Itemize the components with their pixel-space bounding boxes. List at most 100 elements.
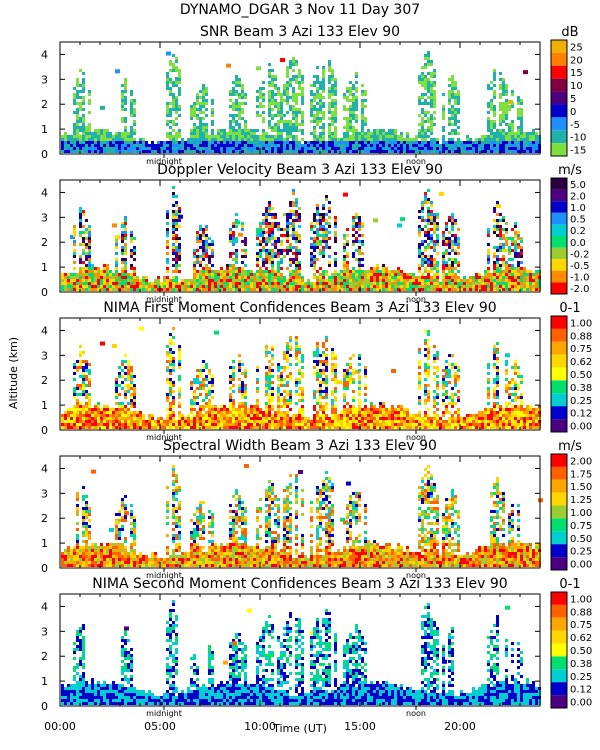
colorbar-swatch: [551, 630, 567, 644]
y-tick-label: 3: [41, 625, 48, 638]
colorbar-label: 0.12: [570, 685, 592, 696]
y-tick-label: 0: [41, 562, 48, 575]
y-tick-label: 0: [41, 286, 48, 299]
colorbar-swatch: [551, 479, 567, 493]
colorbar-label: 0.50: [570, 534, 592, 545]
y-tick-label: 0: [41, 148, 48, 161]
y-tick-label: 2: [41, 374, 48, 387]
y-tick-label: 2: [41, 236, 48, 249]
colorbar-label: 0.75: [570, 344, 592, 355]
colorbar-label: 0.2: [570, 226, 586, 237]
marker-noon: noon: [406, 433, 426, 442]
colorbar-label: -1.0: [570, 273, 590, 284]
y-tick-label: 3: [41, 73, 48, 86]
y-tick-label: 3: [41, 487, 48, 500]
colorbar-swatch: [551, 354, 567, 368]
colorbar-label: 2.00: [570, 456, 592, 467]
colorbar-swatch: [551, 40, 567, 53]
colorbar-label: 0.00: [570, 422, 592, 433]
heatmap-field: [61, 600, 541, 705]
colorbar-label: 1.00: [570, 318, 592, 329]
marker-noon: noon: [406, 709, 426, 718]
colorbar-swatch: [551, 604, 567, 618]
marker-midnight: midnight: [146, 571, 182, 580]
colorbar-swatch: [551, 178, 567, 190]
colorbar-swatch: [551, 492, 567, 506]
colorbar-label: 0.0: [570, 238, 586, 249]
x-tick-label: 10:00: [244, 720, 276, 733]
panel-title: NIMA Second Moment Confidences Beam 3 Az…: [92, 576, 507, 592]
colorbar-label: 0.88: [570, 607, 592, 618]
colorbar-label: -15: [570, 146, 586, 157]
marker-midnight: midnight: [146, 157, 182, 166]
colorbar-label: 1.25: [570, 495, 592, 506]
colorbar-label: 0.38: [570, 383, 592, 394]
colorbar-swatch: [551, 130, 567, 144]
heatmap-field: [61, 186, 541, 291]
colorbar-unit: 0-1: [559, 301, 580, 316]
colorbar-label: -0.5: [570, 261, 590, 272]
colorbar-swatch: [551, 557, 567, 570]
colorbar-swatch: [551, 247, 567, 260]
y-tick-label: 4: [41, 462, 48, 475]
panel-2: Doppler Velocity Beam 3 Azi 133 Elev 90 m…: [41, 162, 590, 304]
colorbar-swatch: [551, 643, 567, 657]
marker-noon: noon: [406, 571, 426, 580]
colorbar-swatch: [551, 367, 567, 381]
y-tick-label: 1: [41, 261, 48, 274]
x-axis-label: Time (UT): [272, 722, 327, 735]
colorbar-label: 0.62: [570, 357, 592, 368]
y-tick-label: 4: [41, 186, 48, 199]
colorbar-swatch: [551, 656, 567, 670]
marker-midnight: midnight: [146, 295, 182, 304]
colorbar-label: 5.0: [570, 180, 586, 191]
x-tick-label: 05:00: [144, 720, 176, 733]
colorbar-swatch: [551, 454, 567, 467]
x-tick-label: 00:00: [44, 720, 76, 733]
colorbar-label: 0.12: [570, 409, 592, 420]
y-tick-label: 0: [41, 424, 48, 437]
colorbar-label: 0.5: [570, 215, 586, 226]
colorbar-label: 0.50: [570, 370, 592, 381]
y-tick-label: 4: [41, 600, 48, 613]
panel-title: Spectral Width Beam 3 Azi 133 Elev 90: [163, 438, 437, 454]
colorbar-swatch: [551, 669, 567, 683]
colorbar-label: -2.0: [570, 284, 590, 295]
colorbar-swatch: [551, 270, 567, 283]
colorbar-swatch: [551, 52, 567, 66]
heatmap-field: [61, 464, 543, 567]
colorbar-label: 10: [570, 81, 583, 92]
colorbar-label: 20: [570, 55, 583, 66]
x-tick-label: 15:00: [344, 720, 376, 733]
colorbar-label: 25: [570, 42, 583, 53]
figure-title: DYNAMO_DGAR 3 Nov 11 Day 307: [180, 2, 420, 18]
y-tick-label: 1: [41, 399, 48, 412]
colorbar-swatch: [551, 91, 567, 105]
colorbar-swatch: [551, 380, 567, 394]
colorbar-label: 0.88: [570, 331, 592, 342]
panel-title: Doppler Velocity Beam 3 Azi 133 Elev 90: [157, 162, 443, 178]
panels: SNR Beam 3 Azi 133 Elev 90 dB 0 1 2 3 4 midnigh…: [41, 24, 592, 718]
colorbar-swatch: [551, 531, 567, 545]
colorbar-label: 0.62: [570, 633, 592, 644]
marker-noon: noon: [406, 295, 426, 304]
y-tick-label: 2: [41, 98, 48, 111]
colorbar-label: -0.2: [570, 249, 590, 260]
colorbar-swatch: [551, 201, 567, 213]
colorbar-label: 5: [570, 94, 576, 105]
colorbar-label: 1.50: [570, 482, 592, 493]
colorbar-swatch: [551, 466, 567, 480]
colorbar-label: 0.25: [570, 547, 592, 558]
panel-title: NIMA First Moment Confidences Beam 3 Azi…: [103, 300, 496, 316]
colorbar-swatch: [551, 117, 567, 131]
colorbar-label: -5: [570, 120, 580, 131]
colorbar-swatch: [551, 592, 567, 605]
colorbar-swatch: [551, 682, 567, 696]
colorbar-label: 0.25: [570, 396, 592, 407]
colorbar-swatch: [551, 544, 567, 558]
colorbar-label: 0.75: [570, 521, 592, 532]
colorbar-swatch: [551, 78, 567, 92]
colorbar-swatch: [551, 406, 567, 420]
colorbar-swatch: [551, 282, 567, 294]
x-axis-ticks: 00:00 05:00 10:00 15:00 20:00: [44, 720, 476, 733]
